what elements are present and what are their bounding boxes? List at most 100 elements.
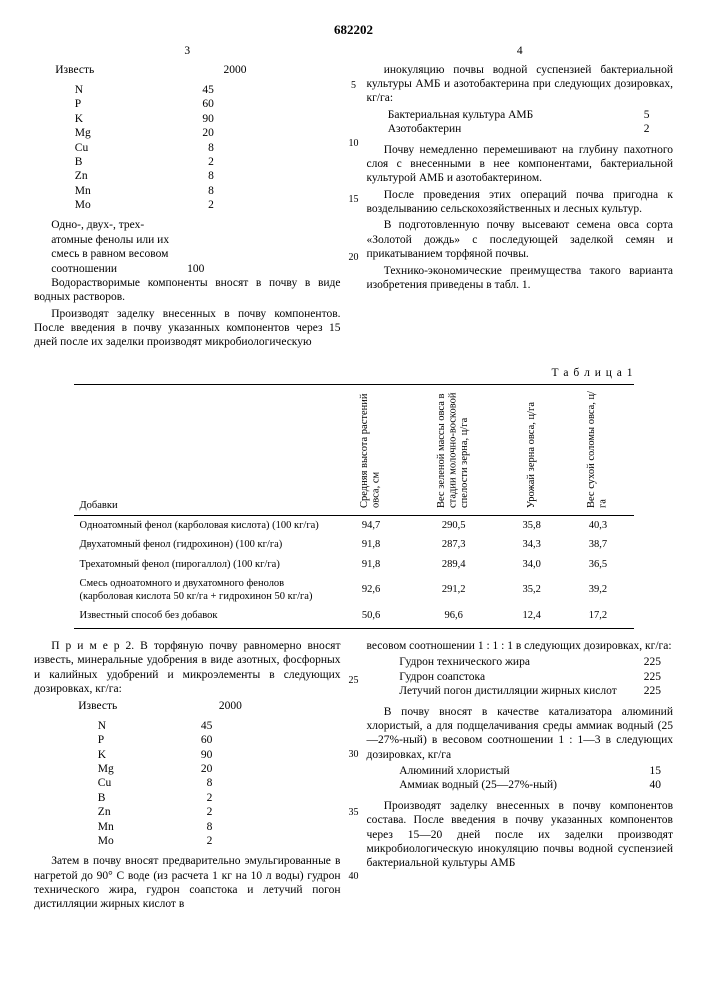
element-value: 2 (152, 198, 218, 212)
phenol-l3: смесь в равном весовом (51, 247, 340, 261)
element-symbol: Mn (71, 184, 152, 198)
table-cell: 34,0 (501, 555, 562, 574)
right-para-4: В подготовленную почву высевают семена о… (367, 218, 674, 261)
element-value: 60 (152, 97, 218, 111)
bacteria-table: Бактериальная культура АМБ5 Азотобактери… (384, 108, 654, 137)
table-1: Добавки Средняя высота растений овса, см… (74, 384, 634, 629)
element-value: 2 (152, 155, 218, 169)
line-num-5: 5 (351, 80, 356, 93)
example-2-p1: П р и м е р 2. В торфяную почву равномер… (34, 639, 341, 697)
cat-r2v: 40 (637, 778, 665, 792)
element-symbol: Cu (94, 776, 162, 790)
components-list-1-body: N45P60K90Mg20Cu8B2Zn8Mn8Mo2 (71, 83, 218, 212)
element-value: 45 (161, 719, 216, 733)
phenol-v: 100 (187, 262, 204, 276)
components-list-1: Известь2000 (51, 63, 250, 77)
left-para-1: Водорастворимые компоненты вносят в почв… (34, 276, 341, 305)
element-value: 60 (161, 733, 216, 747)
table-cell: 91,8 (336, 555, 407, 574)
table-cell: 50,6 (336, 606, 407, 629)
table-cell: 35,2 (501, 574, 562, 606)
table-cell: 40,3 (562, 516, 633, 536)
table-cell: 17,2 (562, 606, 633, 629)
element-symbol: N (94, 719, 162, 733)
element-symbol: N (71, 83, 152, 97)
table-cell: 291,2 (407, 574, 501, 606)
bact-r2v: 2 (631, 122, 653, 136)
table-row: Двухатомный фенол (гидрохинон) (100 кг/г… (74, 535, 634, 554)
table-cell: 289,4 (407, 555, 501, 574)
line-num-10: 10 (349, 138, 359, 151)
rcol-p1: весовом соотношении 1 : 1 : 1 в следующи… (367, 639, 674, 653)
table-cell: 38,7 (562, 535, 633, 554)
right-para-1: инокуляцию почвы водной суспензией бакте… (367, 63, 674, 106)
gud-r1k: Гудрон технического жира (395, 655, 638, 669)
phenol-l1: Одно-, двух-, трех- (51, 218, 340, 232)
element-value: 8 (152, 184, 218, 198)
table-cell: 91,8 (336, 535, 407, 554)
table-row: Трехатомный фенол (пирогаллол) (100 кг/г… (74, 555, 634, 574)
table-cell: 36,5 (562, 555, 633, 574)
table-cell: Одноатомный фенол (карболовая кислота) (… (74, 516, 336, 536)
element-symbol: Zn (94, 805, 162, 819)
upper-columns: 5 10 15 20 3 Известь2000 N45P60K90Mg20Cu… (34, 44, 673, 352)
line-num-15: 15 (349, 194, 359, 207)
element-value: 8 (161, 820, 216, 834)
bact-r1k: Бактериальная культура АМБ (384, 108, 632, 122)
element-value: 20 (152, 126, 218, 140)
element-value: 2 (161, 791, 216, 805)
cat-r2k: Аммиак водный (25—27%-ный) (395, 778, 636, 792)
left-page-num: 3 (34, 44, 341, 58)
phenol-l2: атомные фенолы или их (51, 233, 340, 247)
element-symbol: B (71, 155, 152, 169)
components-list-2-body: N45P60K90Mg20Cu8B2Zn2Mn8Mo2 (94, 719, 217, 848)
table-cell: Трехатомный фенол (пирогаллол) (100 кг/г… (74, 555, 336, 574)
bact-r2k: Азотобактерин (384, 122, 632, 136)
gud-r2v: 225 (638, 670, 665, 684)
gud-r2k: Гудрон соапстока (395, 670, 638, 684)
table-cell: 12,4 (501, 606, 562, 629)
element-value: 8 (152, 169, 218, 183)
element-symbol: Mg (94, 762, 162, 776)
table-row: Одноатомный фенол (карболовая кислота) (… (74, 516, 634, 536)
line-num-20: 20 (349, 252, 359, 265)
table-cell: 39,2 (562, 574, 633, 606)
table-cell: 290,5 (407, 516, 501, 536)
table-cell: Известный способ без добавок (74, 606, 336, 629)
cat-r1v: 15 (637, 764, 665, 778)
table-1-caption: Т а б л и ц а 1 (74, 366, 634, 380)
line-num-25: 25 (349, 675, 359, 688)
th-c1: Средняя высота растений овса, см (336, 385, 407, 516)
table-cell: Двухатомный фенол (гидрохинон) (100 кг/г… (74, 535, 336, 554)
element-symbol: K (71, 112, 152, 126)
element-symbol: Cu (71, 141, 152, 155)
components-list-2: Известь2000 (74, 699, 246, 713)
element-value: 90 (161, 748, 216, 762)
element-symbol: K (94, 748, 162, 762)
element-symbol: Zn (71, 169, 152, 183)
table-cell: 94,7 (336, 516, 407, 536)
table-row: Смесь одноатомного и двухатомного феноло… (74, 574, 634, 606)
list1-h: Известь (51, 63, 171, 77)
lower-columns: 25 30 35 40 П р и м е р 2. В торфяную по… (34, 639, 673, 914)
table-cell: 287,3 (407, 535, 501, 554)
table-cell: 35,8 (501, 516, 562, 536)
list2-h: Известь (74, 699, 177, 713)
element-symbol: P (94, 733, 162, 747)
th-additives: Добавки (74, 385, 336, 516)
right-para-3: После проведения этих операций почва при… (367, 188, 674, 217)
element-value: 20 (161, 762, 216, 776)
right-column: 4 инокуляцию почвы водной суспензией бак… (367, 44, 674, 352)
table-1-wrap: Т а б л и ц а 1 Добавки Средняя высота р… (74, 366, 634, 629)
bact-r1v: 5 (631, 108, 653, 122)
line-num-40: 40 (349, 871, 359, 884)
left-column: 3 Известь2000 N45P60K90Mg20Cu8B2Zn8Mn8Mo… (34, 44, 341, 352)
table-cell: 96,6 (407, 606, 501, 629)
right-page-num: 4 (367, 44, 674, 58)
example-2-p2: Затем в почву вносят предварительно эмул… (34, 854, 341, 912)
table-cell: 34,3 (501, 535, 562, 554)
element-value: 90 (152, 112, 218, 126)
rcol-p3: Производят заделку внесенных в почву ком… (367, 799, 674, 871)
element-value: 2 (161, 834, 216, 848)
line-num-30: 30 (349, 749, 359, 762)
